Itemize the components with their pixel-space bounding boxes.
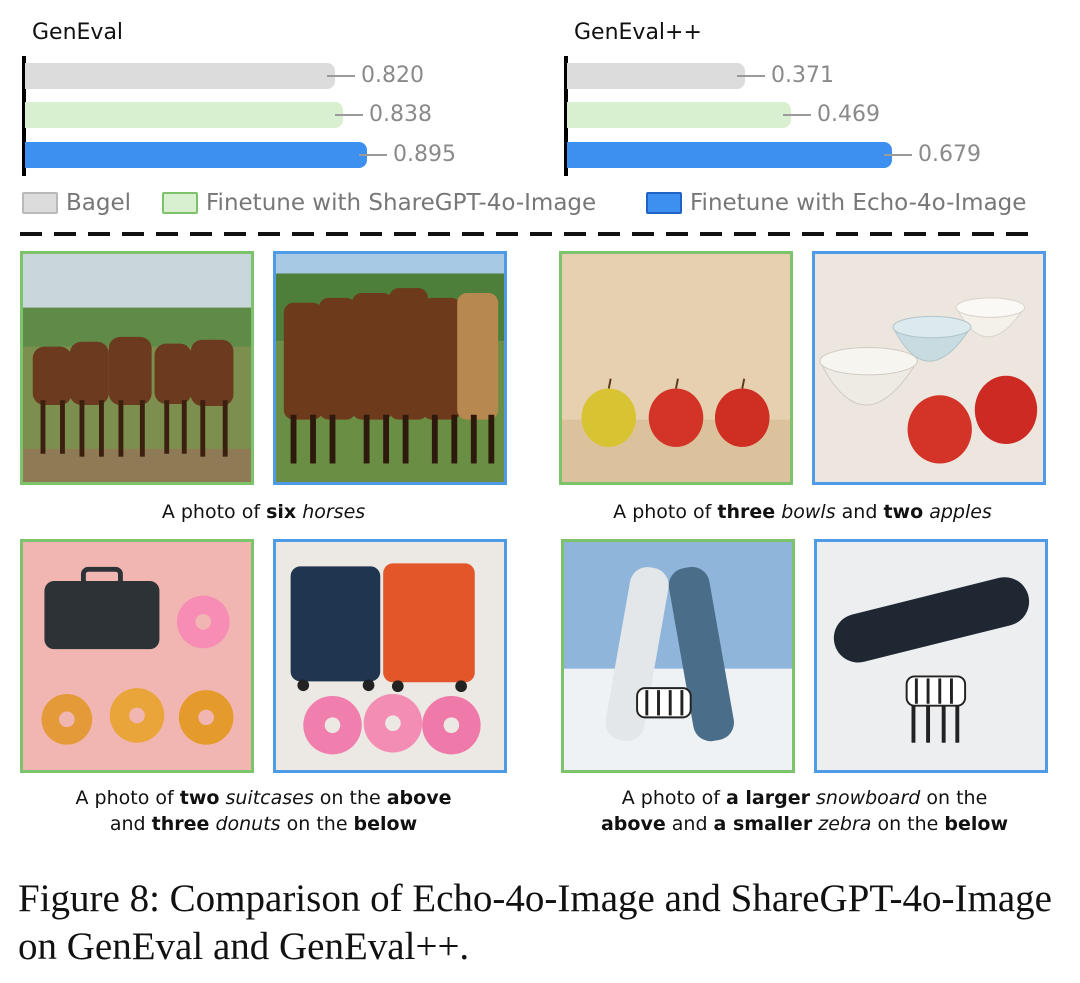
legend-label-echo: Finetune with Echo-4o-Image	[690, 190, 1027, 216]
bar-1-1	[567, 102, 791, 128]
figure-caption: Figure 8: Comparison of Echo-4o-Image an…	[18, 877, 1052, 968]
image-bowls-apples-echo	[812, 251, 1046, 485]
chart-title-geneval: GenEval	[32, 20, 124, 45]
chart-axis-1	[564, 56, 568, 176]
bar-0-1	[25, 102, 343, 128]
legend-swatch-sharegpt	[162, 192, 198, 214]
bar-0-2	[25, 142, 367, 168]
bar-value-label-1-2: 0.679	[918, 142, 981, 167]
image-horses-echo	[273, 251, 507, 485]
legend-item-sharegpt: Finetune with ShareGPT-4o-Image	[162, 188, 596, 218]
bar-value-label-0-2: 0.895	[393, 142, 456, 167]
legend-item-echo: Finetune with Echo-4o-Image	[646, 188, 1026, 218]
chart-axis-0	[22, 56, 26, 176]
bar-leader-0-0	[327, 75, 355, 77]
bar-leader-0-1	[335, 114, 363, 116]
chart-title-genevalpp: GenEval++	[574, 20, 702, 45]
caption-bowls-apples: A photo of three bowls and two apples	[613, 501, 992, 523]
image-apples-sharegpt	[559, 251, 793, 485]
geneval-bar-chart: 0.820 0.838 0.895	[0, 0, 540, 180]
legend-swatch-echo	[646, 192, 682, 214]
image-suitcases-donuts-echo	[273, 539, 507, 773]
caption-suitcases-donuts: A photo of two suitcases on the above and…	[75, 787, 452, 835]
legend-label-sharegpt: Finetune with ShareGPT-4o-Image	[206, 190, 597, 216]
bar-leader-1-2	[884, 154, 912, 156]
bar-leader-1-0	[737, 75, 765, 77]
bar-value-label-0-0: 0.820	[361, 63, 424, 88]
image-snowboard-zebra-echo	[814, 539, 1048, 773]
bar-1-0	[567, 63, 745, 89]
image-snowboards-zebra-sharegpt	[561, 539, 795, 773]
bar-leader-0-2	[359, 154, 387, 156]
dashed-divider	[20, 232, 1032, 236]
bar-1-2	[567, 142, 892, 168]
genevalpp-bar-chart: 0.371 0.469 0.679	[0, 0, 1080, 180]
bar-0-0	[25, 63, 335, 89]
legend-item-bagel: Bagel	[22, 188, 131, 218]
bar-value-label-0-1: 0.838	[369, 102, 432, 127]
bar-leader-1-1	[783, 114, 811, 116]
bar-value-label-1-1: 0.469	[817, 102, 880, 127]
caption-horses: A photo of six horses	[161, 501, 366, 523]
legend-label-bagel: Bagel	[66, 190, 132, 216]
image-suitcase-donuts-sharegpt	[20, 539, 254, 773]
bar-value-label-1-0: 0.371	[771, 63, 834, 88]
image-horses-sharegpt	[20, 251, 254, 485]
caption-snowboard-zebra: A photo of a larger snowboard on the abov…	[600, 787, 1009, 835]
legend-swatch-bagel	[22, 192, 58, 214]
